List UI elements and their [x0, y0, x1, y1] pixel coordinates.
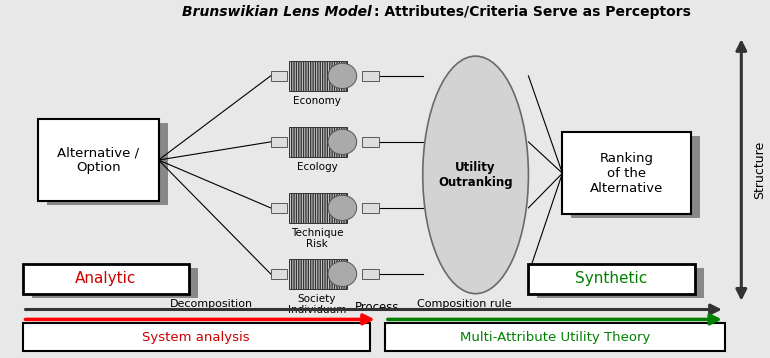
- Bar: [270, 203, 287, 213]
- Bar: [289, 127, 346, 157]
- Text: Composition rule: Composition rule: [417, 299, 511, 309]
- Bar: [537, 268, 704, 297]
- Bar: [385, 323, 725, 352]
- Bar: [289, 61, 346, 91]
- Bar: [47, 123, 168, 205]
- Bar: [528, 264, 695, 294]
- Text: Analytic: Analytic: [75, 271, 136, 286]
- Text: Technique
Risk: Technique Risk: [291, 228, 343, 249]
- Bar: [289, 193, 346, 223]
- Bar: [38, 119, 159, 201]
- Text: Process: Process: [355, 301, 400, 314]
- Text: Ecology: Ecology: [296, 162, 337, 172]
- Text: Society
Individuum: Society Individuum: [288, 294, 346, 315]
- Bar: [362, 268, 379, 279]
- Bar: [22, 264, 189, 294]
- Text: Alternative /
Option: Alternative / Option: [57, 146, 139, 174]
- Ellipse shape: [328, 63, 357, 88]
- Text: : Attributes/Criteria Serve as Perceptors: : Attributes/Criteria Serve as Perceptor…: [373, 5, 691, 19]
- Bar: [32, 268, 198, 297]
- Bar: [571, 136, 700, 218]
- Bar: [270, 71, 287, 81]
- Bar: [22, 323, 370, 352]
- Bar: [562, 132, 691, 214]
- Text: System analysis: System analysis: [142, 331, 250, 344]
- Bar: [270, 268, 287, 279]
- Text: Economy: Economy: [293, 96, 341, 106]
- Bar: [362, 71, 379, 81]
- Bar: [362, 203, 379, 213]
- Ellipse shape: [328, 261, 357, 286]
- Text: Synthetic: Synthetic: [575, 271, 648, 286]
- Text: Decomposition: Decomposition: [170, 299, 253, 309]
- Text: Utility
Outranking: Utility Outranking: [438, 161, 513, 189]
- Bar: [289, 259, 346, 289]
- Bar: [270, 137, 287, 147]
- Text: Ranking
of the
Alternative: Ranking of the Alternative: [590, 152, 663, 195]
- Bar: [362, 137, 379, 147]
- Text: Multi-Attribute Utility Theory: Multi-Attribute Utility Theory: [460, 331, 650, 344]
- Text: Brunswikian Lens Model: Brunswikian Lens Model: [182, 5, 371, 19]
- Text: Structure: Structure: [752, 141, 765, 199]
- Ellipse shape: [328, 195, 357, 221]
- Ellipse shape: [328, 129, 357, 155]
- Ellipse shape: [423, 56, 528, 294]
